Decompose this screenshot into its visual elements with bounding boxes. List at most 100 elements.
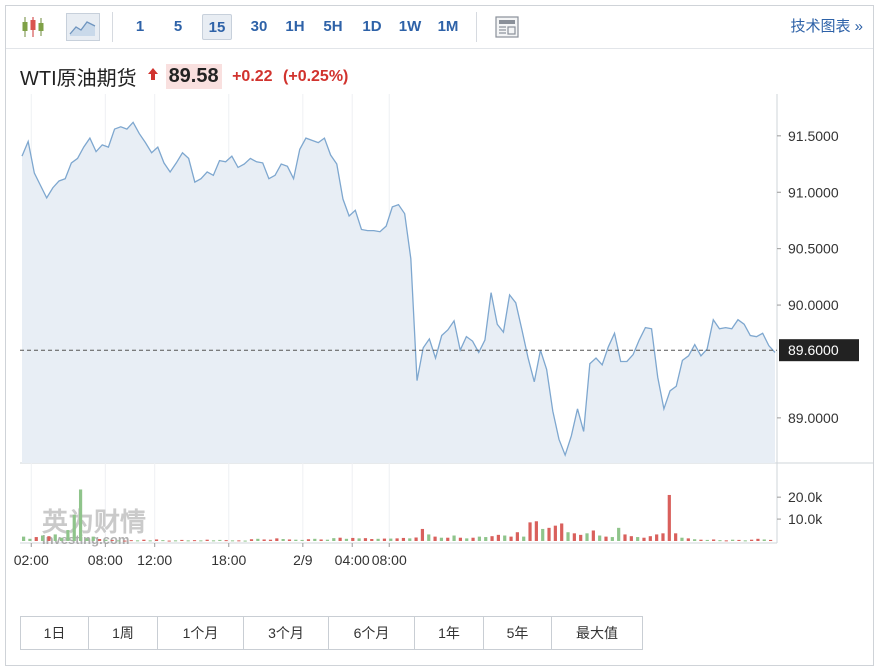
volume-bar [161, 540, 165, 542]
volume-bar [408, 538, 412, 541]
volume-bar [154, 539, 159, 541]
toolbar-separator [476, 12, 477, 42]
interval-15-button[interactable]: 15 [202, 14, 232, 40]
volume-bar [218, 539, 222, 541]
volume-bar [275, 538, 279, 541]
volume-bar [110, 539, 114, 541]
volume-bar [636, 537, 640, 541]
volume-bar [446, 537, 450, 541]
volume-bar [351, 537, 355, 541]
volume-bar [642, 537, 646, 541]
volume-bar [357, 538, 361, 541]
volume-bar [762, 539, 766, 541]
technical-chart-link[interactable]: 技术图表 » [790, 18, 863, 35]
volume-bar [116, 540, 121, 542]
volume-bar [22, 536, 26, 541]
interval-1m-button[interactable]: 1M [437, 18, 459, 35]
volume-bar [192, 540, 197, 542]
range-button-3[interactable]: 1个月 [158, 617, 244, 649]
x-tick-label: 02:00 [14, 552, 49, 568]
volume-bar [496, 534, 500, 541]
area-chart-icon[interactable] [66, 13, 100, 41]
volume-bar [237, 540, 241, 542]
volume-bar [344, 538, 349, 541]
volume-bar [53, 534, 57, 541]
volume-bar [528, 522, 532, 541]
volume-bar [230, 540, 235, 542]
watermark-logo: 英为财情 [42, 508, 146, 538]
volume-bar [281, 539, 285, 541]
volume-bar [699, 539, 703, 541]
volume-bar [750, 539, 754, 541]
volume-bar [693, 539, 697, 541]
interval-5h-button[interactable]: 5H [323, 18, 343, 35]
range-button-7[interactable]: 5年 [484, 617, 552, 649]
last-price: 89.58 [165, 64, 222, 89]
chart-widget: 1 5 15 30 1H 5H 1D 1W 1M 技术图表 » WTI原油期货 89.58 +0… [5, 5, 874, 666]
volume-bar [617, 527, 621, 541]
volume-bar [313, 538, 317, 541]
interval-1w-button[interactable]: 1W [398, 18, 422, 35]
volume-bar [534, 521, 538, 541]
range-button-6[interactable]: 1年 [415, 617, 484, 649]
volume-bar [173, 540, 178, 542]
volume-bar [674, 533, 678, 541]
x-tick-label: 08:00 [372, 552, 407, 568]
candlestick-icon[interactable] [18, 13, 48, 41]
volume-bar [401, 537, 406, 541]
news-icon[interactable] [494, 13, 520, 41]
volume-bar [433, 536, 437, 541]
volume-bar [560, 523, 564, 541]
range-button-8[interactable]: 最大值 [552, 617, 642, 649]
price-change: +0.22 [232, 67, 273, 85]
volume-bar [363, 538, 368, 541]
y-tick-label: 90.0000 [788, 297, 839, 313]
volume-bar [515, 532, 519, 541]
volume-bar [47, 536, 51, 541]
range-button-1[interactable]: 1日 [21, 617, 89, 649]
instrument-name: WTI原油期货 [20, 68, 137, 90]
volume-bar [123, 540, 127, 542]
volume-bar [142, 539, 146, 541]
volume-bar [648, 536, 652, 541]
volume-bar [287, 539, 292, 541]
interval-5-button[interactable]: 5 [173, 18, 183, 35]
volume-bar [541, 528, 545, 541]
volume-bar [300, 539, 304, 541]
volume-bar [91, 536, 95, 541]
volume-bar [395, 538, 399, 541]
price-area-fill [22, 122, 775, 463]
interval-1h-button[interactable]: 1H [285, 18, 305, 35]
range-button-2[interactable]: 1周 [89, 617, 158, 649]
volume-bar [427, 534, 431, 541]
volume-bar [325, 539, 330, 541]
y-tick-label: 89.0000 [788, 410, 839, 426]
volume-bar [465, 538, 469, 541]
volume-bar [553, 525, 557, 541]
volume-bar [376, 538, 380, 541]
volume-bar [503, 535, 507, 541]
volume-bar [135, 540, 140, 542]
interval-1-button[interactable]: 1 [135, 18, 145, 35]
range-button-4[interactable]: 3个月 [244, 617, 329, 649]
y-tick-label: 91.5000 [788, 128, 839, 144]
price-line [21, 121, 776, 458]
interval-30-button[interactable]: 30 [250, 18, 268, 35]
volume-bar [199, 540, 203, 542]
volume-bar [338, 537, 342, 541]
up-arrow-icon [147, 67, 159, 86]
volume-bar [414, 537, 418, 541]
interval-1d-button[interactable]: 1D [362, 18, 382, 35]
range-button-5[interactable]: 6个月 [329, 617, 415, 649]
volume-bar [28, 538, 32, 541]
x-tick-label: 04:00 [335, 552, 370, 568]
volume-bar [243, 540, 247, 542]
volume-bar [389, 538, 393, 541]
price-chart[interactable]: 91.5000 91.0000 90.5000 90.0000 89.0000 89.60… [6, 6, 873, 606]
volume-bar [129, 540, 133, 542]
volume-bar [294, 539, 298, 541]
x-tick-label: 18:00 [211, 552, 246, 568]
y-tick-label: 90.5000 [788, 241, 839, 257]
x-tick-label: 08:00 [88, 552, 123, 568]
volume-bar [712, 539, 716, 541]
